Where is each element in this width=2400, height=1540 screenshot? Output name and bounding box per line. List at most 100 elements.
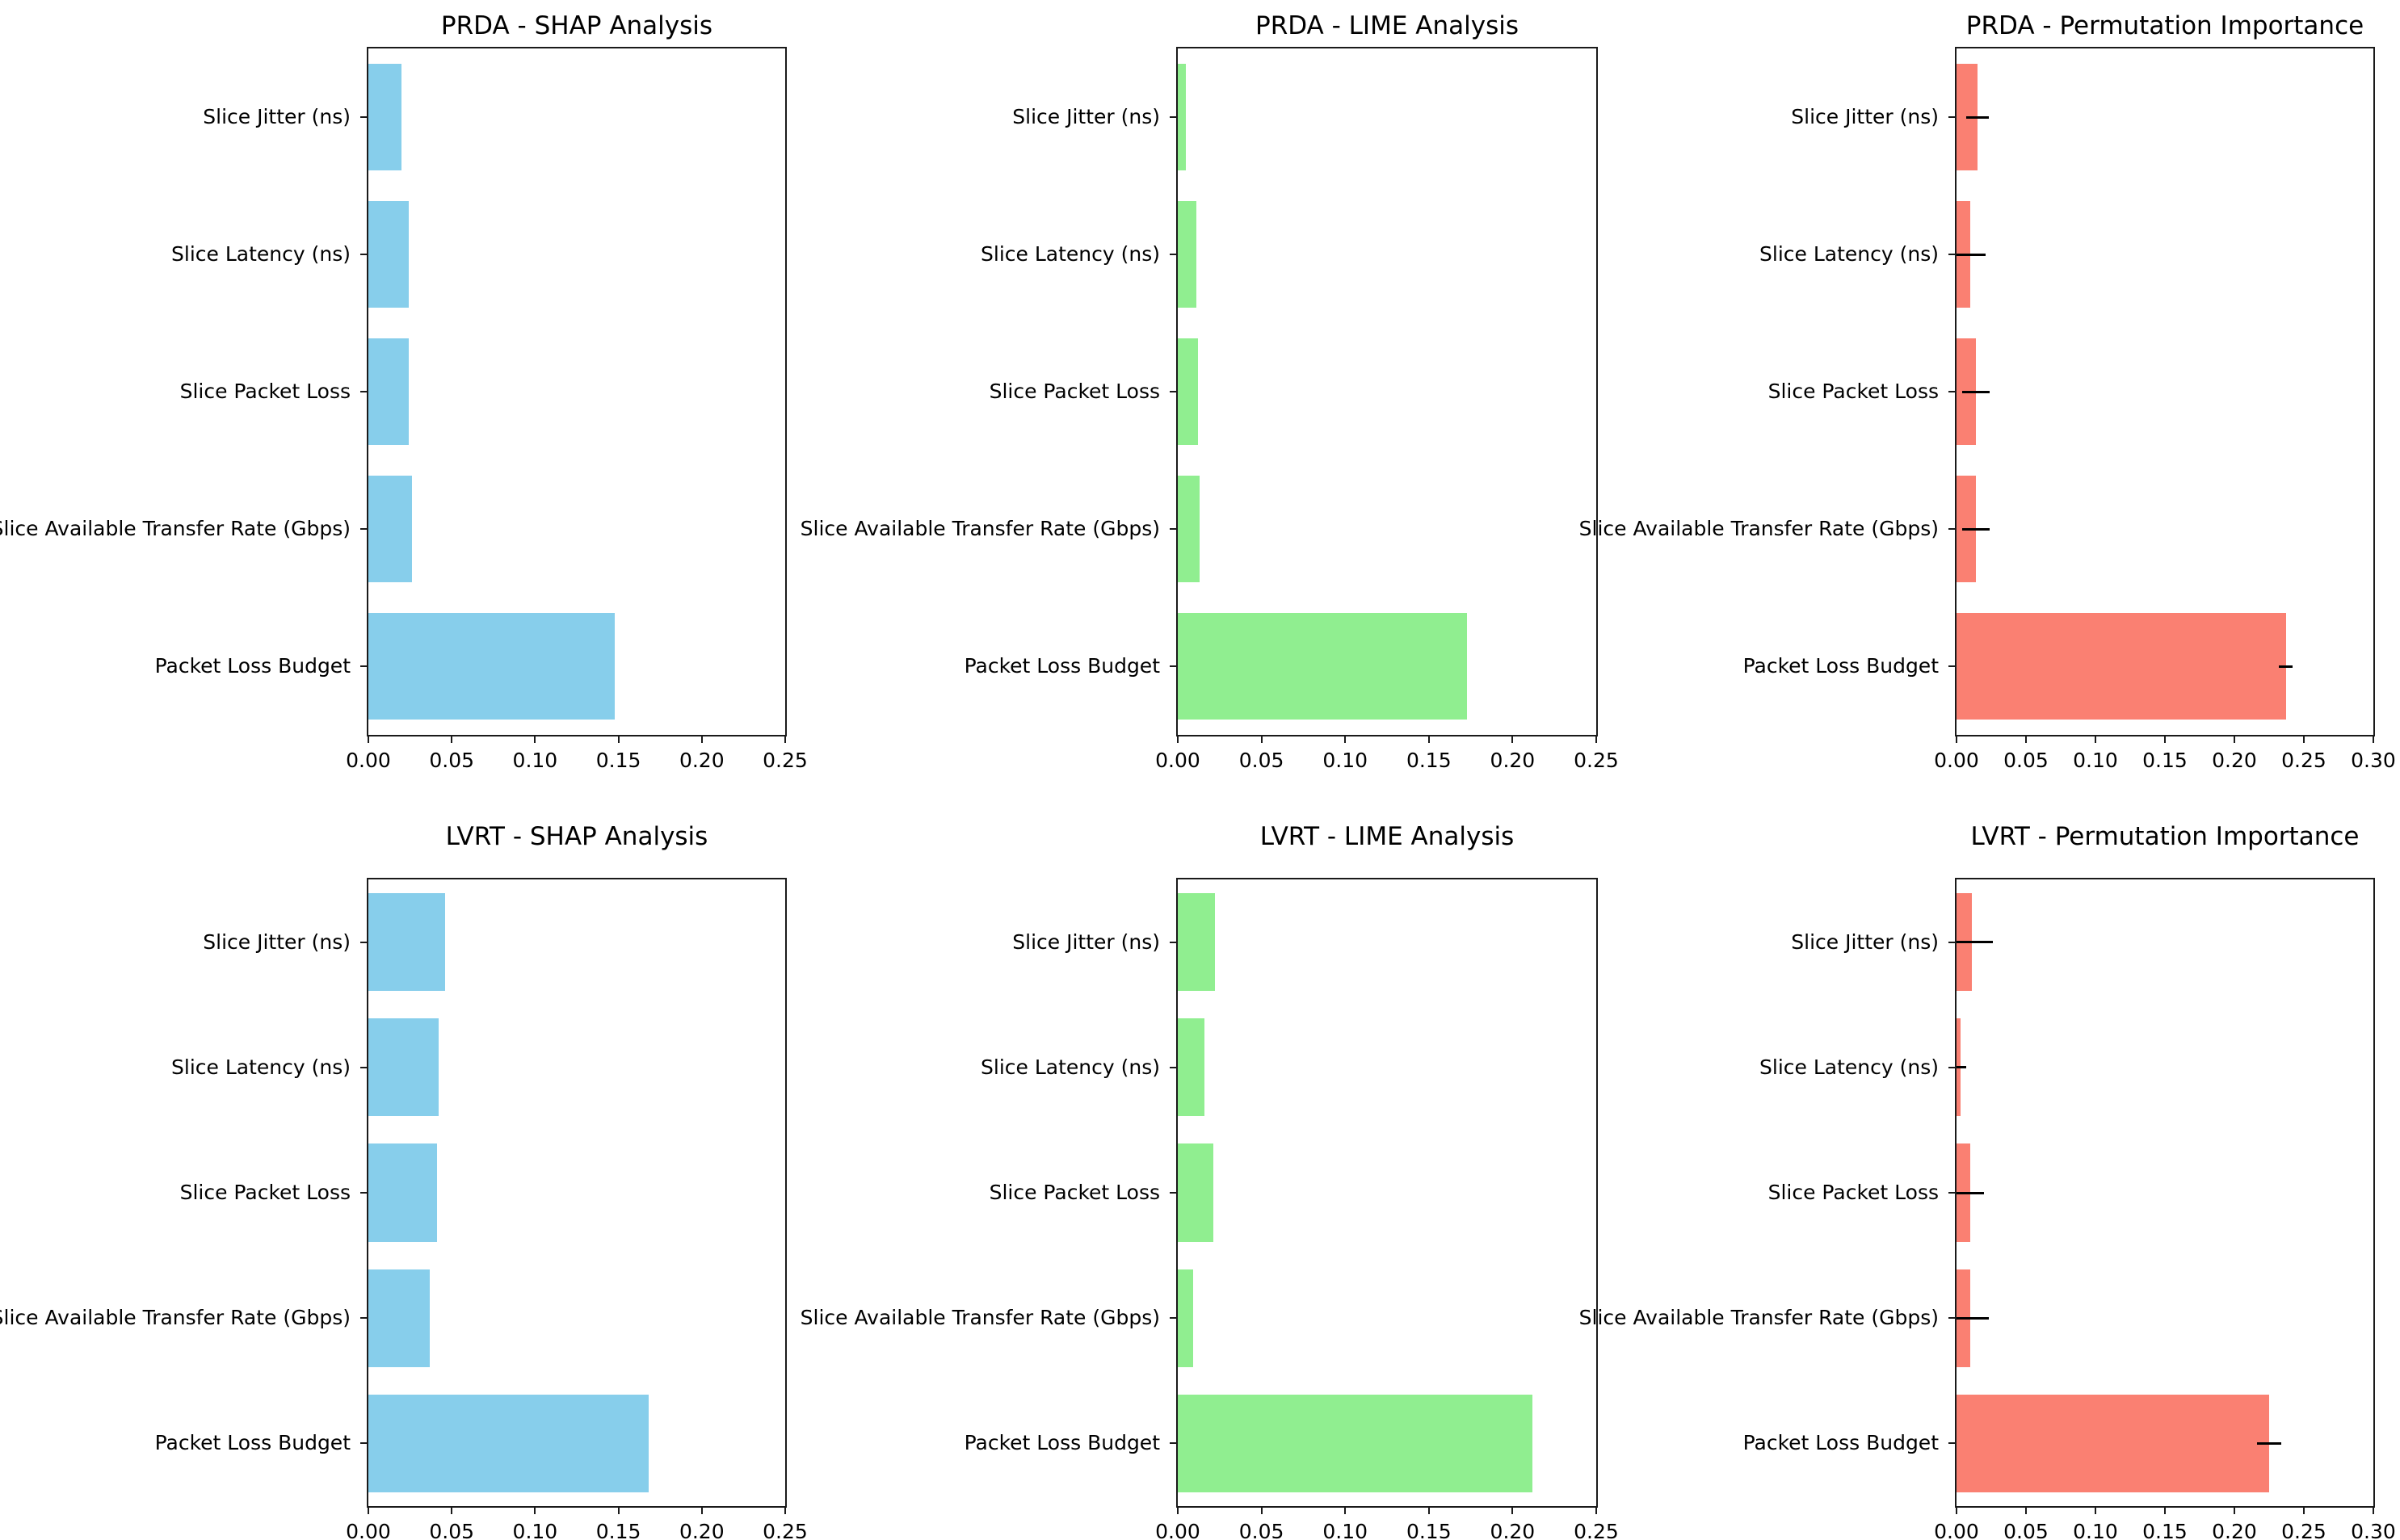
y-tick-mark <box>360 941 367 943</box>
y-tick-label: Packet Loss Budget <box>1742 1431 1939 1455</box>
x-tick-label: 0.15 <box>1406 749 1452 772</box>
x-tick-label: 0.00 <box>1155 1520 1200 1540</box>
y-tick-label: Slice Available Transfer Rate (Gbps) <box>0 517 351 540</box>
x-tick-mark <box>784 736 786 743</box>
error-bar <box>1957 253 1986 256</box>
y-tick-label: Packet Loss Budget <box>964 654 1160 678</box>
x-tick-mark <box>1344 1508 1347 1514</box>
x-tick-mark <box>700 1508 703 1514</box>
x-tick-mark <box>451 1508 453 1514</box>
error-bar <box>1961 390 1990 393</box>
x-tick-label: 0.25 <box>1574 1520 1619 1540</box>
x-tick-mark <box>1260 736 1263 743</box>
x-tick-label: 0.25 <box>2281 1520 2326 1540</box>
plot-title: LVRT - SHAP Analysis <box>445 822 708 851</box>
x-tick-label: 0.05 <box>2003 749 2049 772</box>
x-tick-label: 0.00 <box>346 1520 391 1540</box>
x-tick-mark <box>368 1508 369 1514</box>
bar <box>1178 1269 1193 1367</box>
x-tick-label: 0.05 <box>2003 1520 2049 1540</box>
y-tick-mark <box>360 528 367 530</box>
x-tick-label: 0.15 <box>2142 749 2188 772</box>
x-tick-label: 0.05 <box>1238 1520 1284 1540</box>
y-tick-mark <box>1948 1192 1955 1194</box>
x-tick-mark <box>1511 1508 1514 1514</box>
x-tick-mark <box>1511 736 1514 743</box>
plot-area <box>1955 47 2375 736</box>
x-tick-mark <box>451 736 453 743</box>
x-tick-mark <box>1956 736 1957 743</box>
y-tick-mark <box>360 1442 367 1445</box>
bar <box>1178 200 1196 308</box>
plot-area <box>1955 878 2375 1508</box>
bar <box>1178 1018 1204 1117</box>
x-tick-mark <box>617 736 620 743</box>
y-tick-label: Slice Latency (ns) <box>981 242 1160 266</box>
bar <box>1178 475 1200 583</box>
error-bar <box>1957 1066 1967 1069</box>
x-tick-mark <box>617 1508 620 1514</box>
error-bar <box>1957 1316 1989 1320</box>
x-tick-label: 0.00 <box>346 749 391 772</box>
y-tick-mark <box>1170 1192 1176 1194</box>
x-tick-label: 0.15 <box>595 749 641 772</box>
y-tick-label: Slice Packet Loss <box>1767 380 1939 403</box>
y-tick-label: Slice Packet Loss <box>989 1181 1160 1204</box>
x-tick-label: 0.25 <box>763 749 808 772</box>
x-tick-mark <box>2164 1508 2166 1514</box>
x-tick-label: 0.10 <box>512 749 558 772</box>
x-tick-label: 0.20 <box>1490 1520 1536 1540</box>
x-tick-label: 0.00 <box>1155 749 1200 772</box>
y-tick-mark <box>1948 941 1955 943</box>
y-tick-mark <box>1170 1442 1176 1445</box>
x-tick-mark <box>534 736 536 743</box>
y-tick-mark <box>1170 941 1176 943</box>
x-tick-mark <box>2373 736 2374 743</box>
y-tick-label: Slice Latency (ns) <box>981 1055 1160 1079</box>
y-tick-label: Slice Available Transfer Rate (Gbps) <box>1578 517 1939 540</box>
x-tick-label: 0.10 <box>1322 1520 1368 1540</box>
x-tick-label: 0.25 <box>763 1520 808 1540</box>
y-tick-mark <box>360 391 367 392</box>
y-tick-label: Slice Jitter (ns) <box>203 105 351 128</box>
x-tick-mark <box>368 736 369 743</box>
bar <box>1178 63 1186 171</box>
y-tick-label: Slice Available Transfer Rate (Gbps) <box>800 1306 1160 1330</box>
bar <box>368 1018 439 1117</box>
bar <box>368 338 409 446</box>
x-tick-mark <box>2095 736 2096 743</box>
y-tick-label: Packet Loss Budget <box>154 1431 351 1455</box>
y-tick-mark <box>1948 1066 1955 1068</box>
y-tick-label: Slice Available Transfer Rate (Gbps) <box>1578 1306 1939 1330</box>
x-tick-mark <box>1427 736 1430 743</box>
y-tick-mark <box>1170 1317 1176 1320</box>
y-tick-mark <box>1948 1442 1955 1445</box>
bar <box>368 1394 649 1492</box>
y-tick-label: Slice Latency (ns) <box>1759 242 1939 266</box>
y-tick-mark <box>1948 391 1955 392</box>
plot-title: LVRT - LIME Analysis <box>1259 822 1515 851</box>
y-tick-mark <box>1948 254 1955 255</box>
bar <box>1178 1143 1213 1242</box>
x-tick-mark <box>2025 736 2027 743</box>
error-bar <box>1957 1191 1985 1194</box>
x-tick-label: 0.25 <box>1574 749 1619 772</box>
y-tick-label: Packet Loss Budget <box>1742 654 1939 678</box>
x-tick-label: 0.05 <box>429 749 475 772</box>
x-tick-label: 0.10 <box>1322 749 1368 772</box>
y-tick-mark <box>1170 391 1176 392</box>
x-tick-label: 0.25 <box>2281 749 2326 772</box>
bar <box>368 612 615 720</box>
plot-area <box>1176 878 1598 1508</box>
y-tick-mark <box>360 254 367 255</box>
plot-title: PRDA - Permutation Importance <box>1965 11 2364 40</box>
error-bar <box>1961 527 1990 531</box>
plot-title: PRDA - SHAP Analysis <box>440 11 713 40</box>
x-tick-mark <box>2234 1508 2235 1514</box>
bar <box>1957 612 2286 720</box>
y-tick-label: Slice Available Transfer Rate (Gbps) <box>800 517 1160 540</box>
x-tick-mark <box>784 1508 786 1514</box>
bar <box>368 63 401 171</box>
